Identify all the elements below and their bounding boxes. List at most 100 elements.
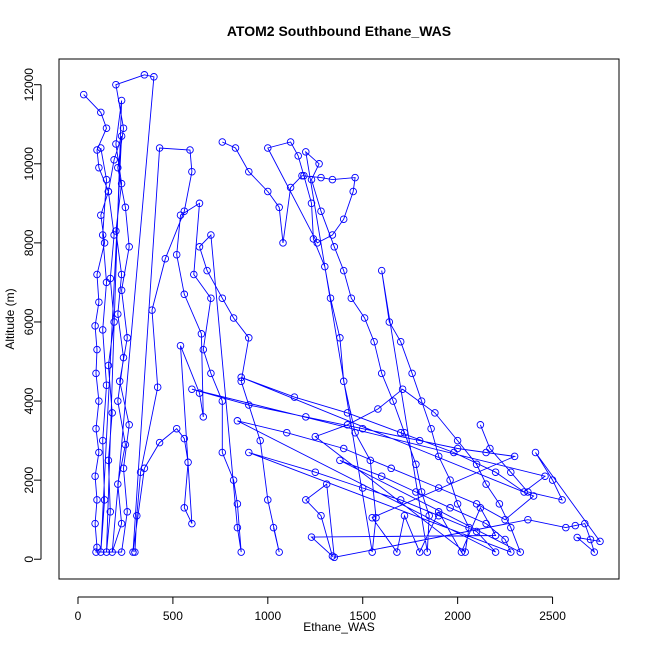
x-tick-label: 1500 bbox=[349, 609, 376, 623]
data-point bbox=[541, 472, 549, 480]
data-point bbox=[317, 173, 325, 182]
data-point bbox=[207, 294, 215, 302]
data-point bbox=[106, 508, 115, 516]
data-point bbox=[100, 496, 109, 504]
data-point bbox=[207, 369, 215, 378]
data-point bbox=[102, 124, 111, 132]
data-point bbox=[104, 456, 113, 465]
data-point bbox=[100, 239, 109, 247]
data-point bbox=[199, 345, 208, 354]
data-point bbox=[218, 448, 227, 457]
data-point bbox=[307, 533, 316, 541]
y-tick-label: 8000 bbox=[22, 229, 36, 256]
data-point bbox=[434, 484, 443, 492]
data-point bbox=[336, 334, 344, 342]
data-point bbox=[233, 500, 242, 508]
data-point bbox=[119, 124, 128, 132]
data-point bbox=[317, 511, 325, 520]
data-point bbox=[104, 361, 113, 370]
data-point bbox=[453, 500, 462, 508]
data-point bbox=[472, 460, 481, 469]
data-point bbox=[95, 448, 103, 457]
data-point bbox=[245, 401, 253, 409]
data-point bbox=[453, 436, 462, 445]
data-point bbox=[461, 548, 469, 556]
data-point bbox=[245, 334, 253, 342]
data-point bbox=[434, 452, 443, 461]
series-line bbox=[132, 147, 280, 553]
data-point bbox=[283, 428, 291, 437]
x-tick-label: 500 bbox=[163, 609, 183, 623]
data-point bbox=[140, 71, 149, 79]
data-point bbox=[97, 108, 105, 117]
data-point bbox=[110, 318, 118, 326]
data-point bbox=[531, 448, 540, 457]
data-point bbox=[98, 436, 107, 445]
data-point bbox=[507, 548, 515, 556]
data-point bbox=[117, 286, 126, 295]
data-point bbox=[573, 533, 581, 542]
data-point bbox=[501, 535, 509, 544]
data-point bbox=[117, 519, 126, 528]
data-point bbox=[453, 444, 462, 453]
data-point bbox=[195, 389, 204, 397]
data-point bbox=[368, 513, 376, 522]
data-point bbox=[286, 183, 295, 192]
data-point bbox=[302, 148, 310, 156]
data-point bbox=[123, 334, 132, 342]
data-point bbox=[112, 227, 120, 235]
x-axis-label: Ethane_WAS bbox=[303, 620, 375, 634]
data-point bbox=[97, 548, 105, 556]
data-point bbox=[507, 523, 515, 532]
y-axis: 0 2000 4000 6000 8000 10000 12000 bbox=[22, 68, 42, 563]
data-point bbox=[339, 444, 348, 453]
data-point bbox=[269, 523, 278, 532]
data-point bbox=[245, 167, 253, 176]
data-point bbox=[104, 187, 113, 196]
data-point bbox=[358, 424, 367, 433]
data-point bbox=[294, 152, 302, 160]
data-point bbox=[328, 552, 337, 560]
data-point bbox=[155, 144, 164, 152]
data-point bbox=[366, 456, 375, 465]
data-point bbox=[300, 171, 308, 180]
data-point bbox=[264, 496, 272, 504]
data-point bbox=[307, 199, 316, 208]
data-point bbox=[115, 377, 124, 386]
x-tick-label: 2000 bbox=[444, 609, 471, 623]
data-point bbox=[358, 484, 367, 492]
data-point bbox=[279, 239, 287, 247]
data-point bbox=[97, 211, 105, 219]
data-point bbox=[311, 432, 320, 441]
data-point bbox=[153, 383, 162, 391]
data-point bbox=[548, 476, 557, 484]
data-point bbox=[140, 464, 149, 473]
data-point bbox=[275, 548, 283, 556]
data-point bbox=[117, 132, 126, 140]
data-point bbox=[199, 413, 208, 421]
chart-title: ATOM2 Southbound Ethane_WAS bbox=[227, 23, 451, 39]
data-point bbox=[161, 254, 170, 263]
data-point bbox=[387, 464, 395, 473]
data-point bbox=[398, 385, 407, 393]
data-point bbox=[229, 314, 238, 322]
data-point bbox=[117, 96, 126, 105]
data-point bbox=[507, 468, 515, 476]
data-point bbox=[102, 175, 111, 184]
data-point bbox=[114, 397, 122, 405]
data-point bbox=[117, 548, 126, 556]
data-point bbox=[465, 523, 473, 532]
data-point bbox=[302, 496, 310, 504]
data-point bbox=[368, 548, 376, 556]
data-point bbox=[106, 274, 115, 283]
data-point bbox=[184, 458, 192, 467]
data-point bbox=[133, 511, 141, 520]
data-point bbox=[112, 80, 120, 89]
data-points bbox=[79, 71, 604, 562]
data-point bbox=[114, 480, 122, 488]
data-point bbox=[218, 294, 227, 302]
data-point bbox=[472, 527, 481, 536]
data-point bbox=[298, 171, 306, 180]
data-point bbox=[131, 548, 139, 556]
data-point bbox=[176, 211, 185, 219]
